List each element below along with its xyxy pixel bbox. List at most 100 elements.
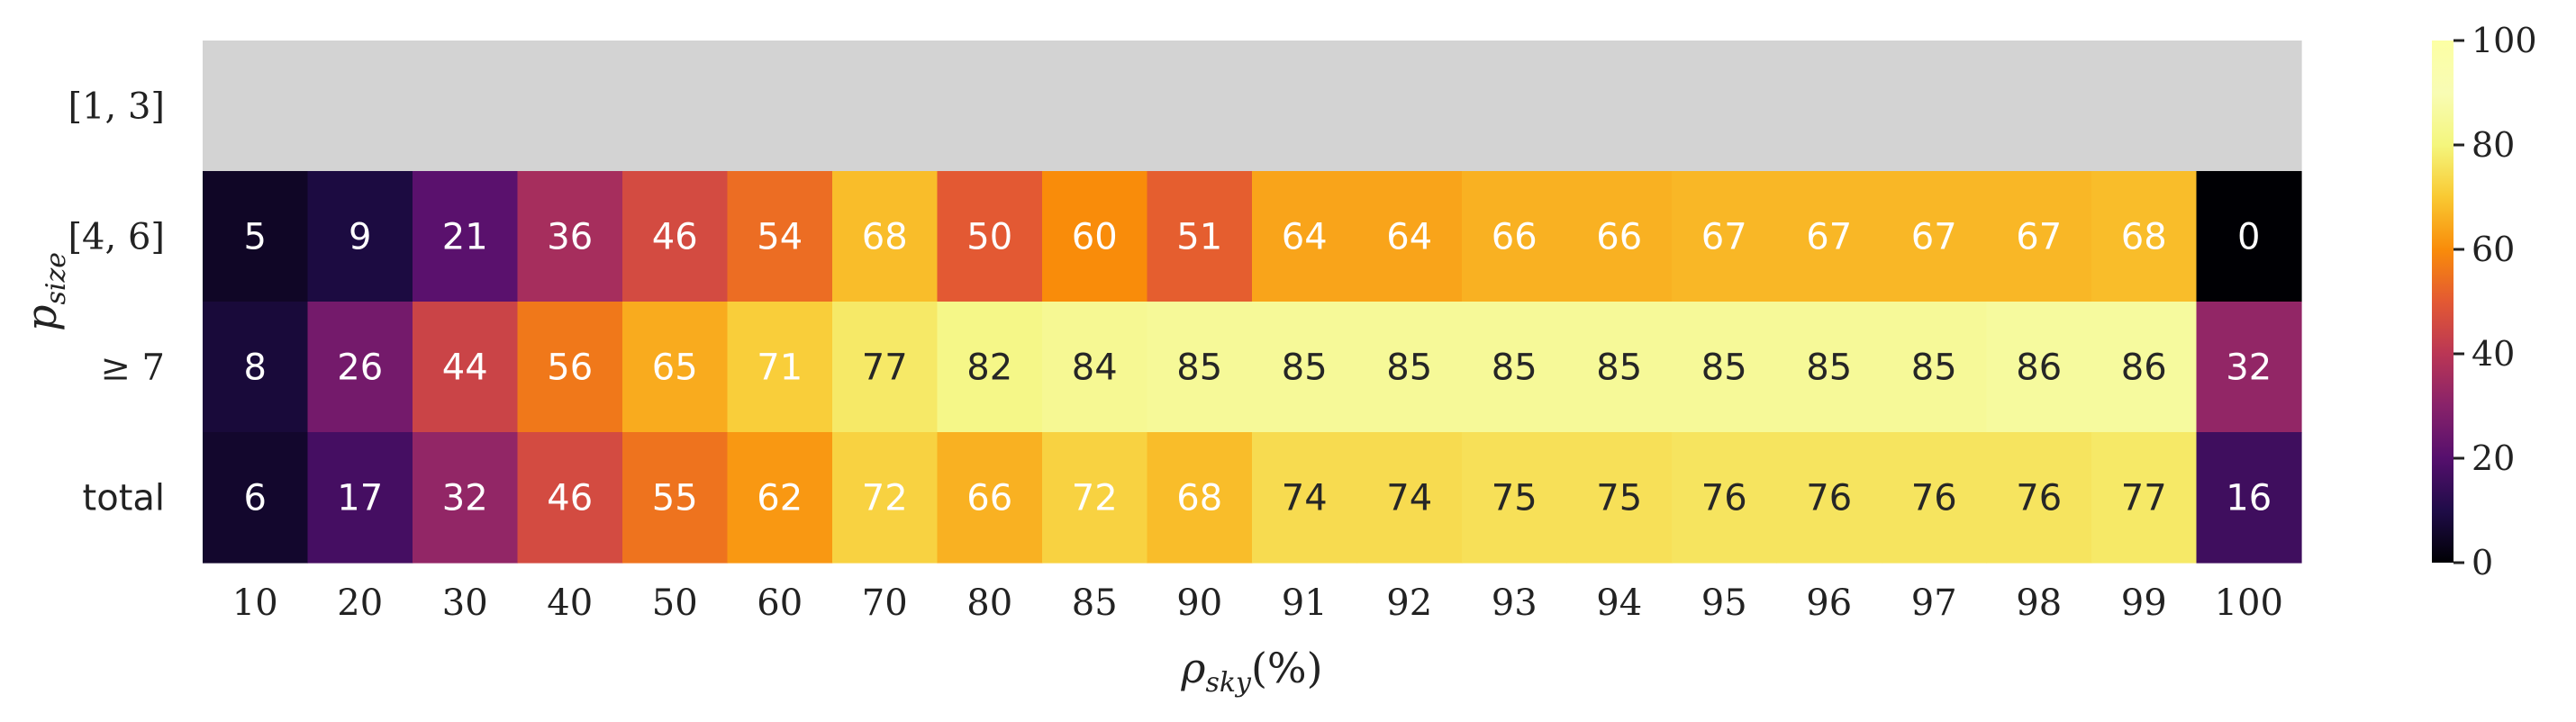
heatmap-cell [1776, 41, 1882, 172]
heatmap-cell [1986, 432, 2092, 564]
heatmap-cell [622, 41, 729, 172]
heatmap-cell [307, 41, 413, 172]
y-axis-label: psize [17, 252, 72, 331]
heatmap-cell-label: 85 [1176, 347, 1222, 389]
heatmap-cell-label: 54 [757, 217, 803, 258]
heatmap-cell [1566, 171, 1673, 302]
heatmap-cell [1776, 432, 1882, 564]
heatmap-cell-label: 51 [1176, 217, 1222, 258]
heatmap-cell-label: 66 [1492, 217, 1537, 258]
heatmap-cell-label: 85 [1492, 347, 1537, 389]
heatmap-cell [2196, 432, 2302, 564]
heatmap-cell [937, 171, 1043, 302]
heatmap-cell [832, 302, 939, 433]
heatmap-cell-label: 86 [2016, 347, 2062, 389]
heatmap-cell [1147, 41, 1253, 172]
colorbar-ticks: 0 20 40 60 80 100 [2454, 21, 2537, 582]
heatmap-cell-label: 50 [966, 217, 1012, 258]
colorbar-tick-label: 100 [2472, 21, 2537, 60]
heatmap-cell-label: 67 [1911, 217, 1957, 258]
heatmap-cell [1776, 171, 1882, 302]
heatmap-cell [517, 302, 623, 433]
heatmap-cell [1042, 171, 1148, 302]
x-tick-label: 10 [232, 582, 278, 624]
heatmap-cell [1147, 171, 1253, 302]
heatmap-cell-label: 71 [757, 347, 803, 389]
heatmap-cell [2091, 171, 2198, 302]
heatmap-cell [727, 41, 833, 172]
heatmap-cell [1776, 302, 1882, 433]
heatmap-cell [1042, 41, 1148, 172]
heatmap-cell [1356, 432, 1463, 564]
heatmap-cell-label: 5 [244, 217, 267, 258]
x-tick-label: 85 [1072, 582, 1118, 624]
colorbar-tick-label: 0 [2472, 543, 2493, 582]
heatmap-cell-label: 32 [442, 478, 488, 519]
heatmap-cell-label: 8 [244, 347, 267, 389]
heatmap-cell [1566, 302, 1673, 433]
heatmap-cell [1462, 41, 1568, 172]
heatmap-cell-label: 76 [2016, 478, 2062, 519]
y-axis-label-main: p [17, 305, 66, 331]
heatmap-cell-label: 67 [1806, 217, 1852, 258]
heatmap-cell [1672, 302, 1778, 433]
x-tick-label: 80 [966, 582, 1012, 624]
heatmap-cell [1986, 41, 2092, 172]
heatmap-cell [622, 171, 729, 302]
heatmap-cell [1042, 302, 1148, 433]
colorbar-tick-label: 60 [2472, 230, 2515, 269]
heatmap-cell [413, 302, 519, 433]
y-tick-label: [4, 6] [68, 217, 165, 258]
heatmap-cell [2091, 41, 2198, 172]
heatmap-cell-label: 67 [1701, 217, 1747, 258]
heatmap-cell [1882, 41, 1988, 172]
x-tick-label: 92 [1386, 582, 1432, 624]
heatmap-cell-label: 64 [1386, 217, 1432, 258]
heatmap-cell-label: 64 [1282, 217, 1328, 258]
x-tick-label: 50 [652, 582, 698, 624]
heatmap-cell-label: 46 [652, 217, 698, 258]
y-tick-labels: [1, 3] [4, 6] ≥ 7 total [68, 86, 165, 519]
heatmap-cell [937, 302, 1043, 433]
heatmap-cell [2091, 302, 2198, 433]
heatmap-cell [1252, 432, 1358, 564]
x-tick-label: 97 [1911, 582, 1957, 624]
heatmap-cell-label: 76 [1701, 478, 1747, 519]
y-axis-label-sub: size [41, 252, 72, 305]
heatmap-cell-label: 74 [1386, 478, 1432, 519]
heatmap-cell-label: 85 [1911, 347, 1957, 389]
heatmap-cell [1462, 302, 1568, 433]
heatmap-cell [1986, 302, 2092, 433]
heatmap-cell [2196, 41, 2302, 172]
heatmap-cell-label: 36 [547, 217, 593, 258]
heatmap-cell-label: 82 [966, 347, 1012, 389]
heatmap-cell [1042, 432, 1148, 564]
heatmap-cell [2091, 432, 2198, 564]
x-tick-label: 70 [862, 582, 908, 624]
x-tick-label: 98 [2016, 582, 2062, 624]
heatmap-cell [1147, 302, 1253, 433]
colorbar-tick-label: 40 [2472, 334, 2515, 374]
heatmap-cell [1462, 171, 1568, 302]
heatmap-cell [1356, 171, 1463, 302]
heatmap-cell-label: 77 [2121, 478, 2167, 519]
heatmap-cell-label: 72 [1072, 478, 1118, 519]
heatmap-cell-label: 86 [2121, 347, 2167, 389]
heatmap-cell-label: 44 [442, 347, 488, 389]
heatmap-cell [832, 171, 939, 302]
colorbar-tick-label: 80 [2472, 125, 2515, 165]
heatmap-cell-label: 65 [652, 347, 698, 389]
heatmap-cell-label: 77 [862, 347, 908, 389]
y-tick-label: [1, 3] [68, 86, 165, 128]
heatmap-cell [2196, 302, 2302, 433]
x-tick-label: 40 [547, 582, 593, 624]
heatmap-cell [622, 432, 729, 564]
heatmap-cell-label: 16 [2226, 478, 2272, 519]
heatmap-cell [2196, 171, 2302, 302]
heatmap-cell-label: 66 [966, 478, 1012, 519]
y-tick-label: total [83, 478, 165, 519]
heatmap-cell [937, 432, 1043, 564]
heatmap-cell-label: 32 [2226, 347, 2272, 389]
heatmap-cell [413, 432, 519, 564]
heatmap-cell [1252, 302, 1358, 433]
